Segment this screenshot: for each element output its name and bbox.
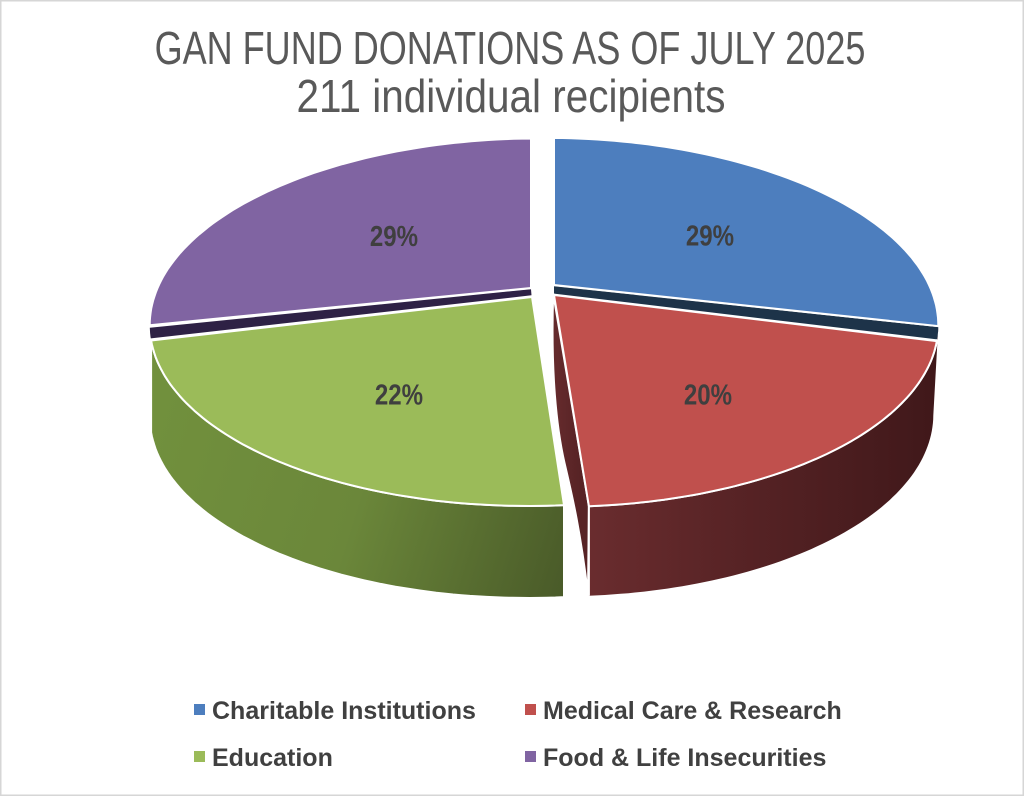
svg-text:211 individual recipients: 211 individual recipients <box>297 72 726 123</box>
svg-text:Education: Education <box>212 744 333 772</box>
svg-text:29%: 29% <box>370 220 418 253</box>
svg-text:29%: 29% <box>686 219 734 252</box>
svg-text:GAN FUND DONATIONS AS OF JULY: GAN FUND DONATIONS AS OF JULY 2025 <box>155 23 866 74</box>
svg-text:20%: 20% <box>684 378 732 411</box>
svg-text:Food & Life Insecurities: Food & Life Insecurities <box>543 744 826 772</box>
svg-text:Medical Care & Research: Medical Care & Research <box>543 697 842 725</box>
svg-text:22%: 22% <box>375 378 423 411</box>
svg-text:Charitable Institutions: Charitable Institutions <box>212 697 476 725</box>
